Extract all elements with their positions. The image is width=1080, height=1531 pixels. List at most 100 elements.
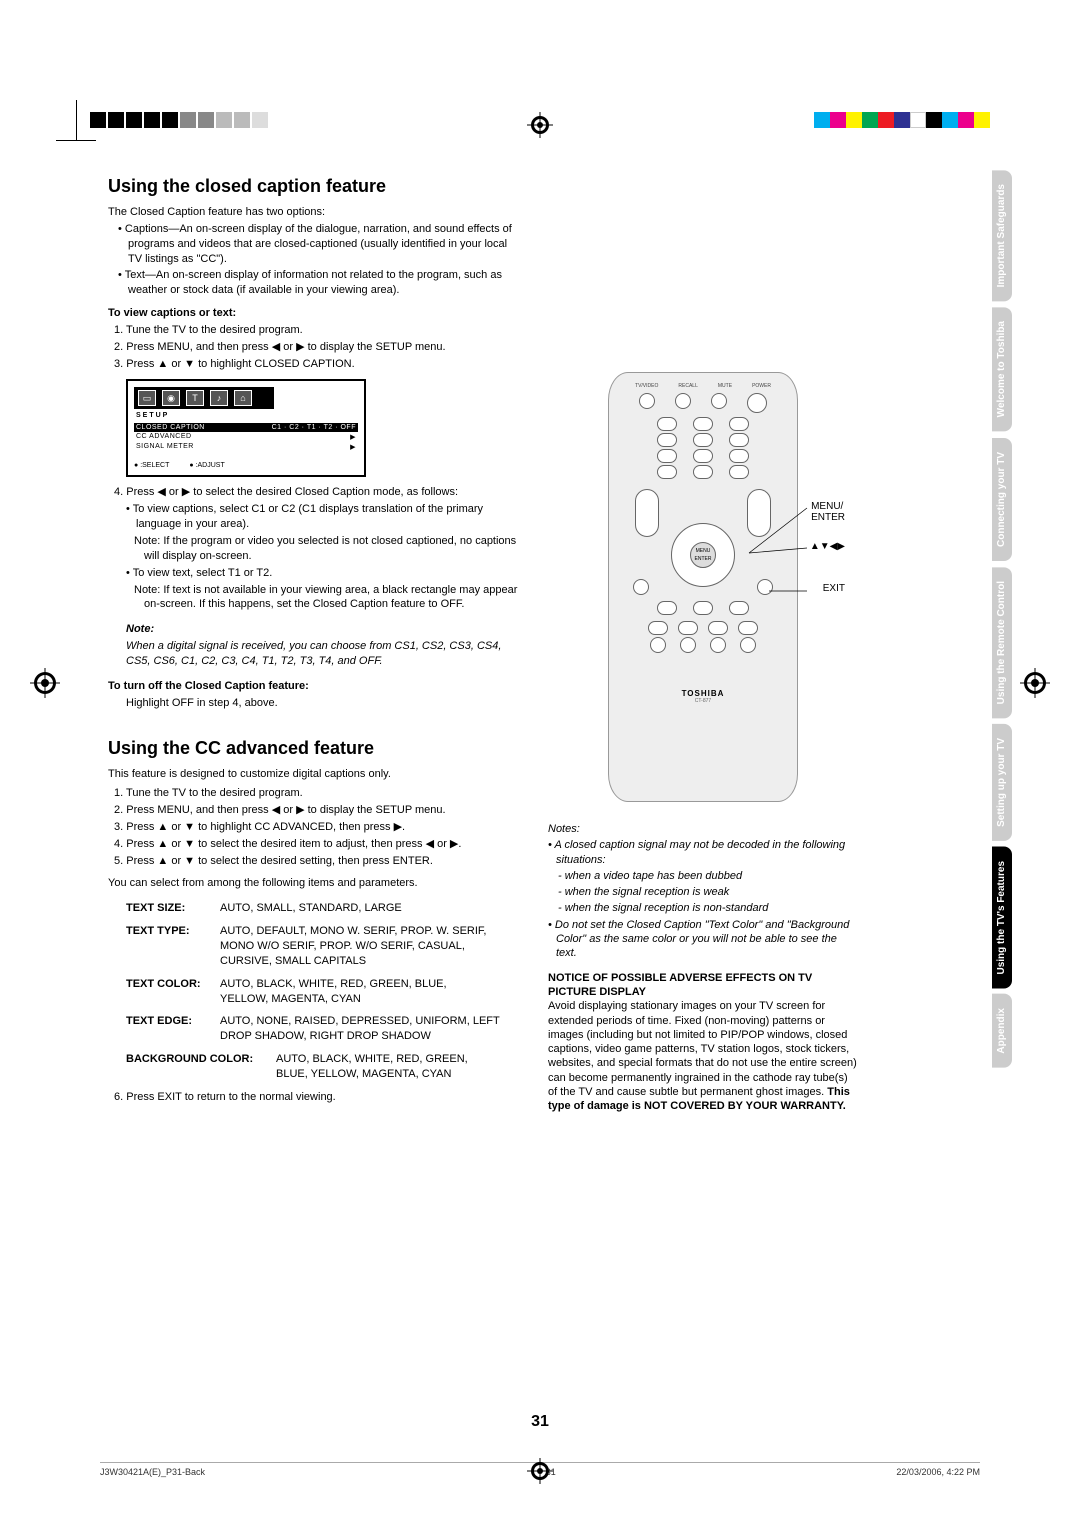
remote-brand: TOSHIBA [619, 689, 787, 698]
param-texttype-value: AUTO, DEFAULT, MONO W. SERIF, PROP. W. S… [220, 924, 500, 969]
remote-num-button [729, 465, 749, 479]
remote-enter-button: MENUENTER [690, 542, 716, 568]
notes-heading: Notes: [548, 822, 858, 836]
note-n1a: - when a video tape has been dubbed [566, 869, 858, 883]
remote-callout-menu: MENU/ ENTER [811, 501, 845, 523]
remote-button [657, 601, 677, 615]
setup-tab-icon: ◉ [162, 390, 180, 406]
remote-button [648, 621, 668, 635]
sub-t1t2-note: Note: If text is not available in your v… [144, 583, 518, 613]
sub-t1t2: • To view text, select T1 or T2. [136, 566, 518, 581]
param-bgcolor-label: BACKGROUND COLOR: [126, 1052, 276, 1067]
remote-button [729, 601, 749, 615]
notice-body: Avoid displaying stationary images on yo… [548, 1000, 857, 1098]
note-n2: • Do not set the Closed Caption "Text Co… [556, 918, 858, 961]
s2-step2: 2. Press MENU, and then press ◀ or ▶ to … [126, 803, 518, 818]
remote-num-button [657, 417, 677, 431]
s2-step6: 6. Press EXIT to return to the normal vi… [126, 1090, 518, 1105]
remote-vol-rocker [747, 489, 771, 537]
setup-label: SETUP [136, 412, 358, 419]
right-column: TV/VIDEORECALLMUTEPOWER MENUENTER [548, 172, 858, 1114]
side-tabs: Important Safeguards Welcome to Toshiba … [992, 170, 1040, 1074]
remote-num-button [657, 433, 677, 447]
step2: 2. Press MENU, and then press ◀ or ▶ to … [126, 340, 518, 355]
reg-grayscale-strip [90, 112, 268, 128]
remote-num-button [657, 449, 677, 463]
note-heading: Note: [126, 622, 518, 637]
remote-exit-button [757, 579, 773, 595]
step4: 4. Press ◀ or ▶ to select the desired Cl… [126, 485, 518, 500]
remote-button [650, 637, 666, 653]
section1-bullet2: • Text—An on-screen display of informati… [118, 268, 518, 298]
setup-menu-diagram: ▭ ◉ T ♪ ⌂ SETUP CLOSED CAPTIONC1 · C2 · … [126, 379, 366, 477]
tab-connecting: Connecting your TV [992, 438, 1012, 561]
param-textsize-label: TEXT SIZE: [126, 901, 220, 916]
param-textcolor-label: TEXT COLOR: [126, 977, 220, 992]
section2-intro: This feature is designed to customize di… [108, 767, 518, 782]
remote-button [738, 621, 758, 635]
remote-num-button [693, 465, 713, 479]
setup-row-signal: SIGNAL METER▶ [134, 442, 358, 452]
remote-num-button [729, 433, 749, 447]
tab-remote: Using the Remote Control [992, 567, 1012, 718]
param-textcolor-value: AUTO, BLACK, WHITE, RED, GREEN, BLUE, YE… [220, 977, 490, 1007]
sub-c1c2-note: Note: If the program or video you select… [144, 534, 518, 564]
remote-num-button [657, 465, 677, 479]
section1-bullet1: • Captions—An on-screen display of the d… [118, 222, 518, 267]
target-left-icon [30, 668, 60, 701]
remote-num-button [729, 449, 749, 463]
crosshair-top-icon [527, 112, 553, 138]
setup-tab-icon: ♪ [210, 390, 228, 406]
s2-step4: 4. Press ▲ or ▼ to select the desired it… [126, 837, 518, 852]
remote-callout-arrows: ▲▼◀▶ [810, 541, 845, 552]
left-column: Using the closed caption feature The Clo… [108, 172, 518, 1107]
remote-button [693, 601, 713, 615]
setup-footer: :SELECT:ADJUST [134, 462, 358, 469]
setup-tab-icon: ▭ [138, 390, 156, 406]
section1-intro: The Closed Caption feature has two optio… [108, 205, 518, 220]
side-notes: Notes: • A closed caption signal may not… [548, 822, 858, 961]
step1: 1. Tune the TV to the desired program. [126, 323, 518, 338]
footer-left: J3W30421A(E)_P31-Back [100, 1467, 205, 1477]
remote-num-button [693, 433, 713, 447]
note-body: When a digital signal is received, you c… [126, 639, 518, 669]
sub-c1c2: • To view captions, select C1 or C2 (C1 … [136, 502, 518, 532]
trim-mark-horizontal [56, 140, 96, 141]
remote-button [639, 393, 655, 409]
setup-icon-row: ▭ ◉ T ♪ ⌂ [134, 387, 274, 409]
section2-title: Using the CC advanced feature [108, 738, 518, 759]
page-content: Using the closed caption feature The Clo… [108, 172, 848, 1107]
remote-dpad-ring: MENUENTER [671, 523, 735, 587]
tab-safeguards: Important Safeguards [992, 170, 1012, 301]
remote-num-button [693, 449, 713, 463]
turnoff-body: Highlight OFF in step 4, above. [126, 696, 518, 711]
remote-button [708, 621, 728, 635]
reg-color-strip [814, 112, 990, 128]
remote-button [710, 637, 726, 653]
setup-tab-icon: T [186, 390, 204, 406]
page-number: 31 [531, 1413, 549, 1431]
remote-button [680, 637, 696, 653]
setup-row-cc: CLOSED CAPTIONC1 · C2 · T1 · T2 · OFF [134, 423, 358, 432]
s2-step1: 1. Tune the TV to the desired program. [126, 786, 518, 801]
tab-setting-up: Setting up your TV [992, 724, 1012, 841]
note-n1b: - when the signal reception is weak [566, 885, 858, 899]
remote-button [740, 637, 756, 653]
tab-appendix: Appendix [992, 994, 1012, 1068]
param-texttype-label: TEXT TYPE: [126, 924, 220, 939]
remote-diagram: TV/VIDEORECALLMUTEPOWER MENUENTER [608, 372, 798, 802]
remote-num-button [729, 417, 749, 431]
params-list: TEXT SIZE:AUTO, SMALL, STANDARD, LARGE T… [108, 901, 518, 1081]
param-textedge-label: TEXT EDGE: [126, 1014, 220, 1029]
setup-row-ccadv: CC ADVANCED▶ [134, 432, 358, 442]
remote-button [675, 393, 691, 409]
footer-right: 22/03/2006, 4:22 PM [896, 1467, 980, 1477]
param-textsize-value: AUTO, SMALL, STANDARD, LARGE [220, 901, 500, 916]
step3: 3. Press ▲ or ▼ to highlight CLOSED CAPT… [126, 357, 518, 372]
param-textedge-value: AUTO, NONE, RAISED, DEPRESSED, UNIFORM, … [220, 1014, 500, 1044]
tab-features: Using the TV's Features [992, 847, 1012, 989]
subhead-turnoff: To turn off the Closed Caption feature: [108, 679, 518, 694]
trim-mark-vertical [76, 100, 77, 140]
remote-ch-rocker [635, 489, 659, 537]
subhead-view-captions: To view captions or text: [108, 306, 518, 321]
